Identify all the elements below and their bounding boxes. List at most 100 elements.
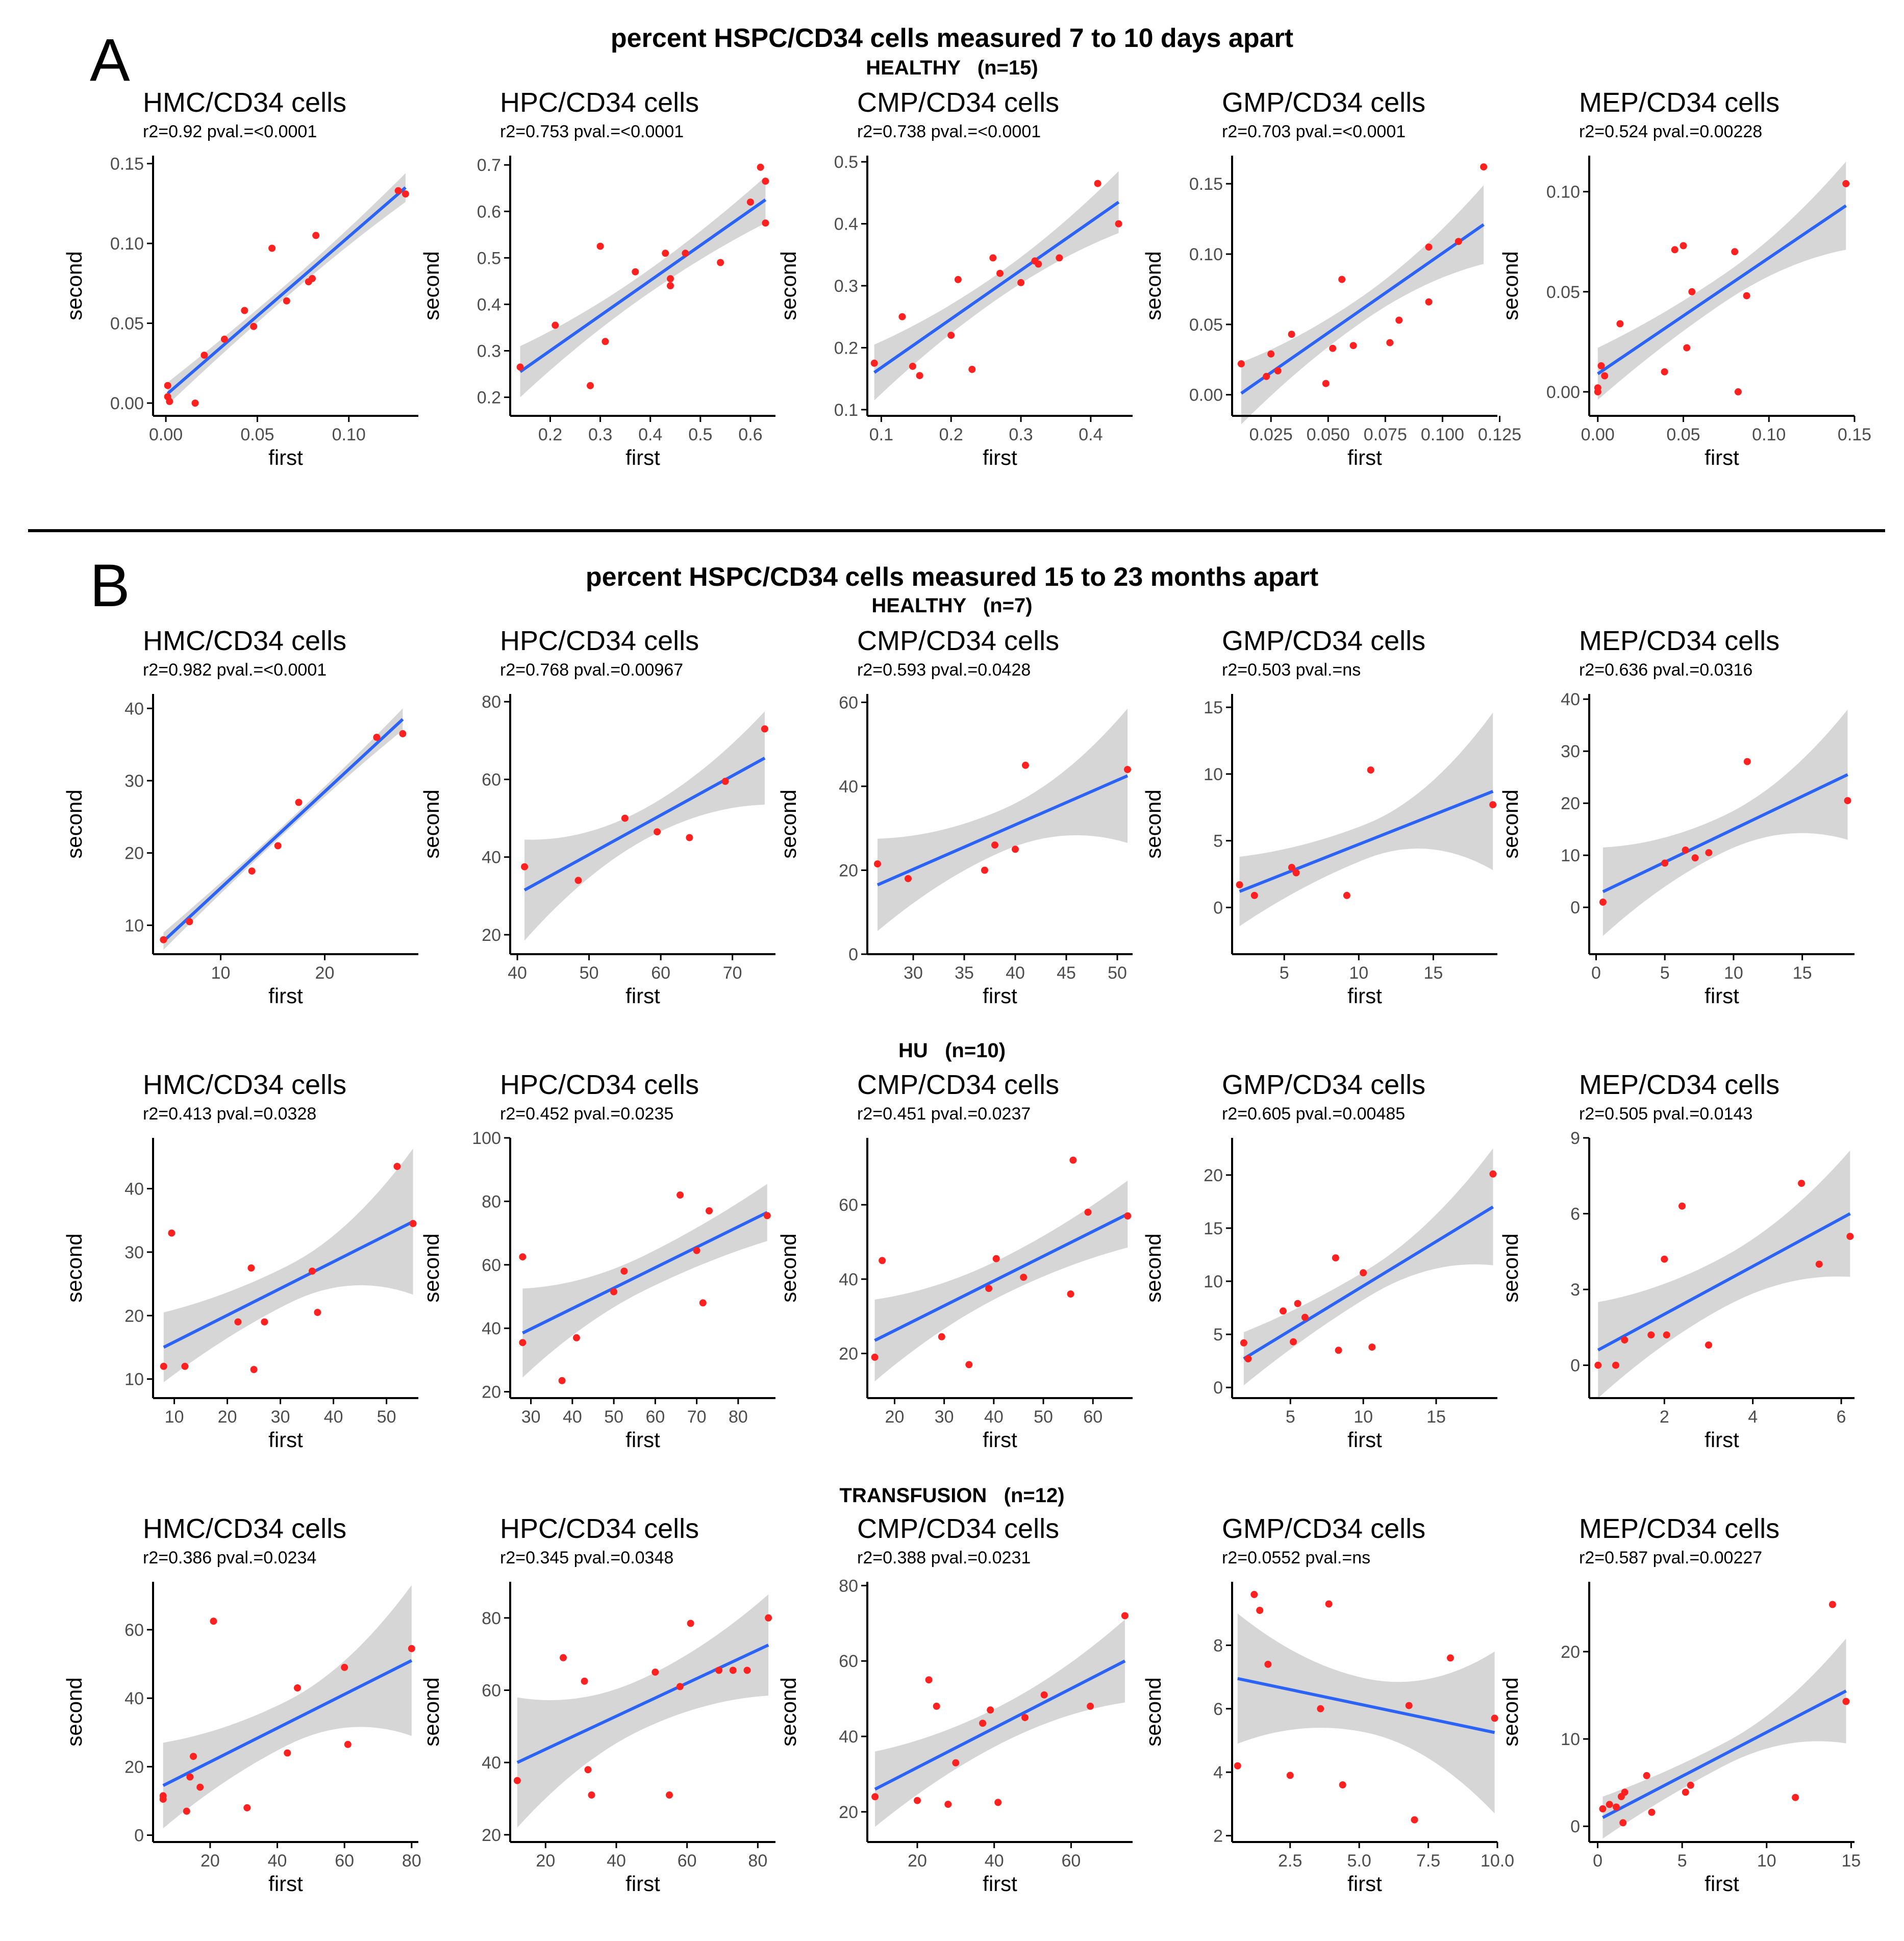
chart-5-point-4: [295, 799, 303, 806]
chart-4-point-2: [1597, 362, 1605, 369]
chart-3-point-11: [1425, 298, 1433, 306]
chart-6-x-tick-label-0: 40: [508, 963, 527, 983]
chart-8-point-1: [1250, 891, 1258, 899]
panel-b-letter: B: [90, 552, 130, 619]
chart-5-y-label: second: [62, 789, 86, 858]
chart-18-confidence-band: [1237, 1613, 1495, 1813]
chart-14-y-tick-label-1: 3: [1570, 1280, 1580, 1300]
chart-15-x-tick-label-3: 80: [402, 1851, 421, 1871]
chart-1-stats: r2=0.753 pval.=<0.0001: [500, 122, 684, 141]
chart-15-fit-line: [162, 1659, 413, 1787]
chart-0-x-label: first: [268, 445, 303, 469]
chart-4-x-label: first: [1705, 445, 1739, 469]
chart-0-y-tick-label-3: 0.15: [110, 155, 144, 174]
chart-12-point-10: [1124, 1212, 1132, 1220]
chart-2-point-3: [916, 372, 923, 380]
chart-14-title: MEP/CD34 cells: [1579, 1069, 1780, 1100]
chart-4-stats: r2=0.524 pval.=0.00228: [1579, 122, 1762, 141]
chart-3-point-0: [1237, 360, 1245, 367]
chart-16-confidence-band: [517, 1594, 769, 1828]
chart-7-x-tick-label-2: 40: [1006, 963, 1025, 983]
chart-16-x-tick-label-0: 20: [536, 1851, 555, 1871]
chart-17-point-3: [933, 1702, 940, 1710]
chart-8-point-4: [1343, 891, 1350, 899]
chart-17-point-10: [1040, 1691, 1048, 1699]
chart-2-y-label: second: [776, 251, 800, 320]
chart-13-stats: r2=0.605 pval.=0.00485: [1222, 1104, 1405, 1124]
chart-10-point-7: [309, 1267, 316, 1275]
chart-7-point-3: [991, 841, 998, 849]
chart-1-point-8: [667, 275, 674, 283]
chart-14-mep-cd34-cells: MEP/CD34 cells r2=0.505 pval.=0.0143 2 4 6 0 3…: [1498, 1069, 1855, 1452]
chart-2-point-1: [898, 313, 906, 320]
chart-13-point-2: [1280, 1307, 1287, 1315]
chart-9-point-4: [1705, 849, 1713, 857]
chart-16-point-0: [513, 1777, 521, 1784]
chart-13-y-tick-label-3: 15: [1204, 1219, 1223, 1238]
chart-15-point-9: [294, 1684, 301, 1691]
chart-2-x-tick-label-1: 0.2: [939, 425, 963, 444]
chart-1-x-tick-label-3: 0.5: [688, 425, 712, 444]
chart-9-y-tick-label-3: 30: [1561, 742, 1580, 761]
chart-17-y-tick-label-3: 80: [839, 1576, 858, 1596]
chart-10-point-2: [181, 1362, 189, 1370]
chart-0-stats: r2=0.92 pval.=<0.0001: [143, 122, 317, 141]
chart-12-y-tick-label-0: 20: [839, 1345, 858, 1364]
chart-14-point-8: [1798, 1180, 1805, 1187]
chart-2-y-tick-label-3: 0.4: [834, 215, 858, 234]
chart-4-point-13: [1842, 180, 1850, 187]
chart-2-y-tick-label-1: 0.2: [834, 338, 858, 358]
chart-9-point-0: [1599, 899, 1607, 906]
chart-13-y-label: second: [1141, 1233, 1165, 1302]
chart-2-point-7: [989, 254, 997, 262]
panel-b-group-transfusion: TRANSFUSION (n=12): [839, 1484, 1064, 1507]
chart-16-point-5: [652, 1669, 659, 1676]
chart-15-y-tick-label-3: 60: [124, 1621, 144, 1640]
chart-9-point-5: [1743, 758, 1751, 765]
chart-16-x-tick-label-2: 60: [678, 1851, 697, 1871]
chart-18-point-3: [1264, 1660, 1272, 1668]
chart-9-y-tick-label-4: 40: [1561, 690, 1580, 709]
panel-a-group-healthy: HEALTHY (n=15): [866, 57, 1038, 79]
chart-7-title: CMP/CD34 cells: [857, 626, 1059, 656]
chart-5-fit-line: [162, 718, 404, 942]
chart-7-x-tick-label-0: 30: [904, 963, 923, 983]
chart-14-y-tick-label-0: 0: [1570, 1356, 1580, 1376]
chart-1-x-tick-label-2: 0.4: [638, 425, 662, 444]
chart-5-point-6: [399, 730, 407, 737]
chart-16-y-label: second: [419, 1677, 443, 1746]
chart-17-point-2: [925, 1676, 933, 1684]
chart-5-point-0: [160, 936, 167, 943]
chart-4-point-6: [1671, 246, 1678, 254]
chart-7-point-1: [905, 875, 912, 882]
chart-10-point-1: [168, 1229, 176, 1237]
chart-9-x-label: first: [1705, 984, 1739, 1008]
chart-11-point-3: [573, 1334, 580, 1341]
chart-3-point-9: [1386, 339, 1394, 346]
chart-18-y-label: second: [1141, 1677, 1165, 1746]
chart-3-y-tick-label-3: 0.15: [1189, 175, 1223, 194]
chart-18-point-8: [1405, 1702, 1413, 1709]
chart-17-y-label: second: [776, 1677, 800, 1746]
chart-5-y-tick-label-1: 20: [124, 844, 144, 863]
chart-14-point-4: [1661, 1255, 1668, 1263]
chart-14-x-tick-label-0: 2: [1660, 1407, 1669, 1427]
chart-6-point-5: [721, 778, 729, 785]
chart-17-point-9: [1021, 1714, 1029, 1722]
chart-13-point-0: [1240, 1339, 1247, 1347]
chart-19-point-8: [1682, 1788, 1689, 1796]
chart-1-point-7: [667, 282, 674, 289]
chart-10-point-6: [261, 1318, 268, 1326]
chart-7-point-4: [1012, 845, 1019, 853]
chart-8-y-tick-label-0: 0: [1213, 898, 1223, 917]
chart-16-y-tick-label-2: 60: [482, 1681, 501, 1701]
chart-15-x-tick-label-0: 20: [201, 1851, 220, 1871]
chart-8-x-tick-label-2: 15: [1423, 963, 1443, 983]
chart-9-stats: r2=0.636 pval.=0.0316: [1579, 660, 1752, 680]
chart-9-x-tick-label-0: 0: [1591, 963, 1601, 983]
chart-3-point-13: [1455, 238, 1462, 245]
chart-7-confidence-band: [878, 708, 1128, 931]
chart-12-confidence-band: [874, 1180, 1128, 1382]
chart-16-y-tick-label-1: 40: [482, 1753, 501, 1773]
chart-19-y-tick-label-2: 20: [1561, 1643, 1580, 1662]
